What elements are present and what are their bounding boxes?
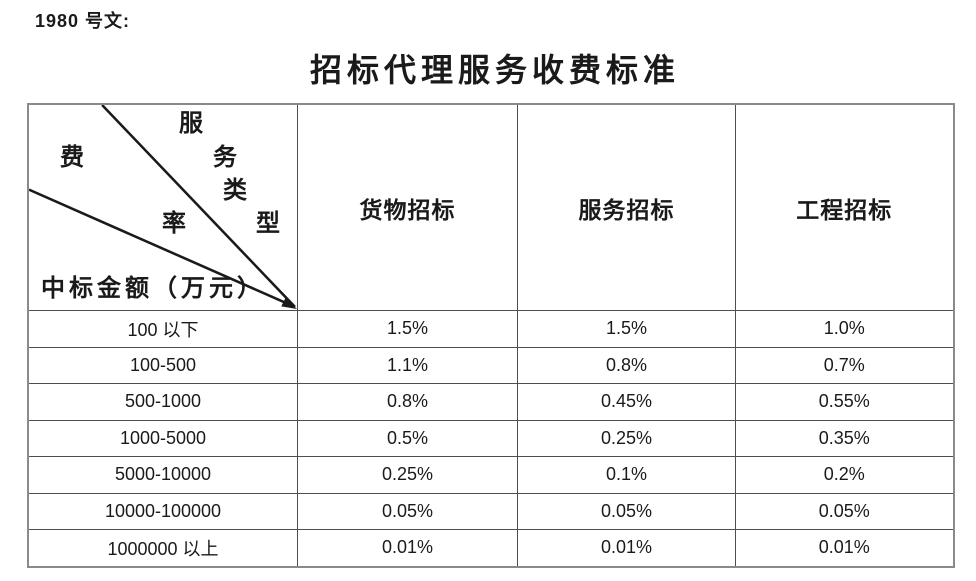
amount-cell: 1000-5000 <box>27 419 298 457</box>
table-row: 10000-100000 0.05% 0.05% 0.05% <box>27 492 954 530</box>
arrowhead-icon <box>281 298 297 309</box>
table-row: 100 以下 1.5% 1.5% 1.0% <box>27 310 954 348</box>
rate-cell: 0.25% <box>297 456 518 494</box>
amount-cell: 1000000 以上 <box>27 529 298 567</box>
amount-cell: 5000-10000 <box>27 456 298 494</box>
corner-label-service-type-char: 类 <box>223 178 247 204</box>
document-number-label: 1980 号文: <box>35 11 131 31</box>
page-title: 招标代理服务收费标准 <box>309 52 680 88</box>
rate-cell: 0.8% <box>297 383 518 421</box>
rate-cell: 0.1% <box>517 456 736 494</box>
rate-cell: 0.05% <box>297 492 518 530</box>
rate-cell: 1.5% <box>297 310 518 348</box>
table-row: 1000000 以上 0.01% 0.01% 0.01% <box>27 529 954 567</box>
column-header-goods: 货物招标 <box>297 103 518 311</box>
rate-cell: 0.55% <box>735 383 954 421</box>
rate-cell: 0.7% <box>735 346 954 384</box>
rate-cell: 1.5% <box>517 310 736 348</box>
table-row: 500-1000 0.8% 0.45% 0.55% <box>27 383 954 421</box>
amount-cell: 500-1000 <box>27 383 298 421</box>
corner-label-rate-char: 率 <box>162 211 186 237</box>
table-header-row: 服 务 类 型 费 率 中标金额（万元） 货物招标 服务招标 工程招标 <box>27 103 954 311</box>
amount-cell: 10000-100000 <box>27 492 298 530</box>
corner-label-service-type-char: 型 <box>256 211 280 237</box>
amount-cell: 100-500 <box>27 346 298 384</box>
column-header-engineering: 工程招标 <box>735 103 954 311</box>
corner-header-cell: 服 务 类 型 费 率 中标金额（万元） <box>27 103 298 311</box>
fee-table-container: 服 务 类 型 费 率 中标金额（万元） 货物招标 服务招标 工程招标 100 … <box>27 103 955 568</box>
rate-cell: 0.45% <box>517 383 736 421</box>
rate-cell: 0.2% <box>735 456 954 494</box>
corner-label-service-type-char: 服 <box>179 111 203 137</box>
rate-cell: 0.35% <box>735 419 954 457</box>
table-row: 100-500 1.1% 0.8% 0.7% <box>27 346 954 384</box>
rate-cell: 0.25% <box>517 419 736 457</box>
rate-cell: 0.05% <box>517 492 736 530</box>
rate-cell: 1.1% <box>297 346 518 384</box>
diagonal-divider-lines <box>29 105 297 309</box>
rate-cell: 0.8% <box>517 346 736 384</box>
rate-cell: 0.5% <box>297 419 518 457</box>
rate-cell: 0.05% <box>735 492 954 530</box>
rate-cell: 0.01% <box>517 529 736 567</box>
rate-cell: 0.01% <box>297 529 518 567</box>
rate-cell: 1.0% <box>735 310 954 348</box>
amount-cell: 100 以下 <box>27 310 298 348</box>
rate-cell: 0.01% <box>735 529 954 567</box>
fee-table: 服 务 类 型 费 率 中标金额（万元） 货物招标 服务招标 工程招标 100 … <box>27 103 955 568</box>
corner-label-rate-char: 费 <box>60 145 84 171</box>
corner-label-bid-amount: 中标金额（万元） <box>41 276 265 302</box>
table-row: 1000-5000 0.5% 0.25% 0.35% <box>27 419 954 457</box>
column-header-services: 服务招标 <box>517 103 736 311</box>
table-row: 5000-10000 0.25% 0.1% 0.2% <box>27 456 954 494</box>
corner-label-service-type-char: 务 <box>213 145 237 171</box>
